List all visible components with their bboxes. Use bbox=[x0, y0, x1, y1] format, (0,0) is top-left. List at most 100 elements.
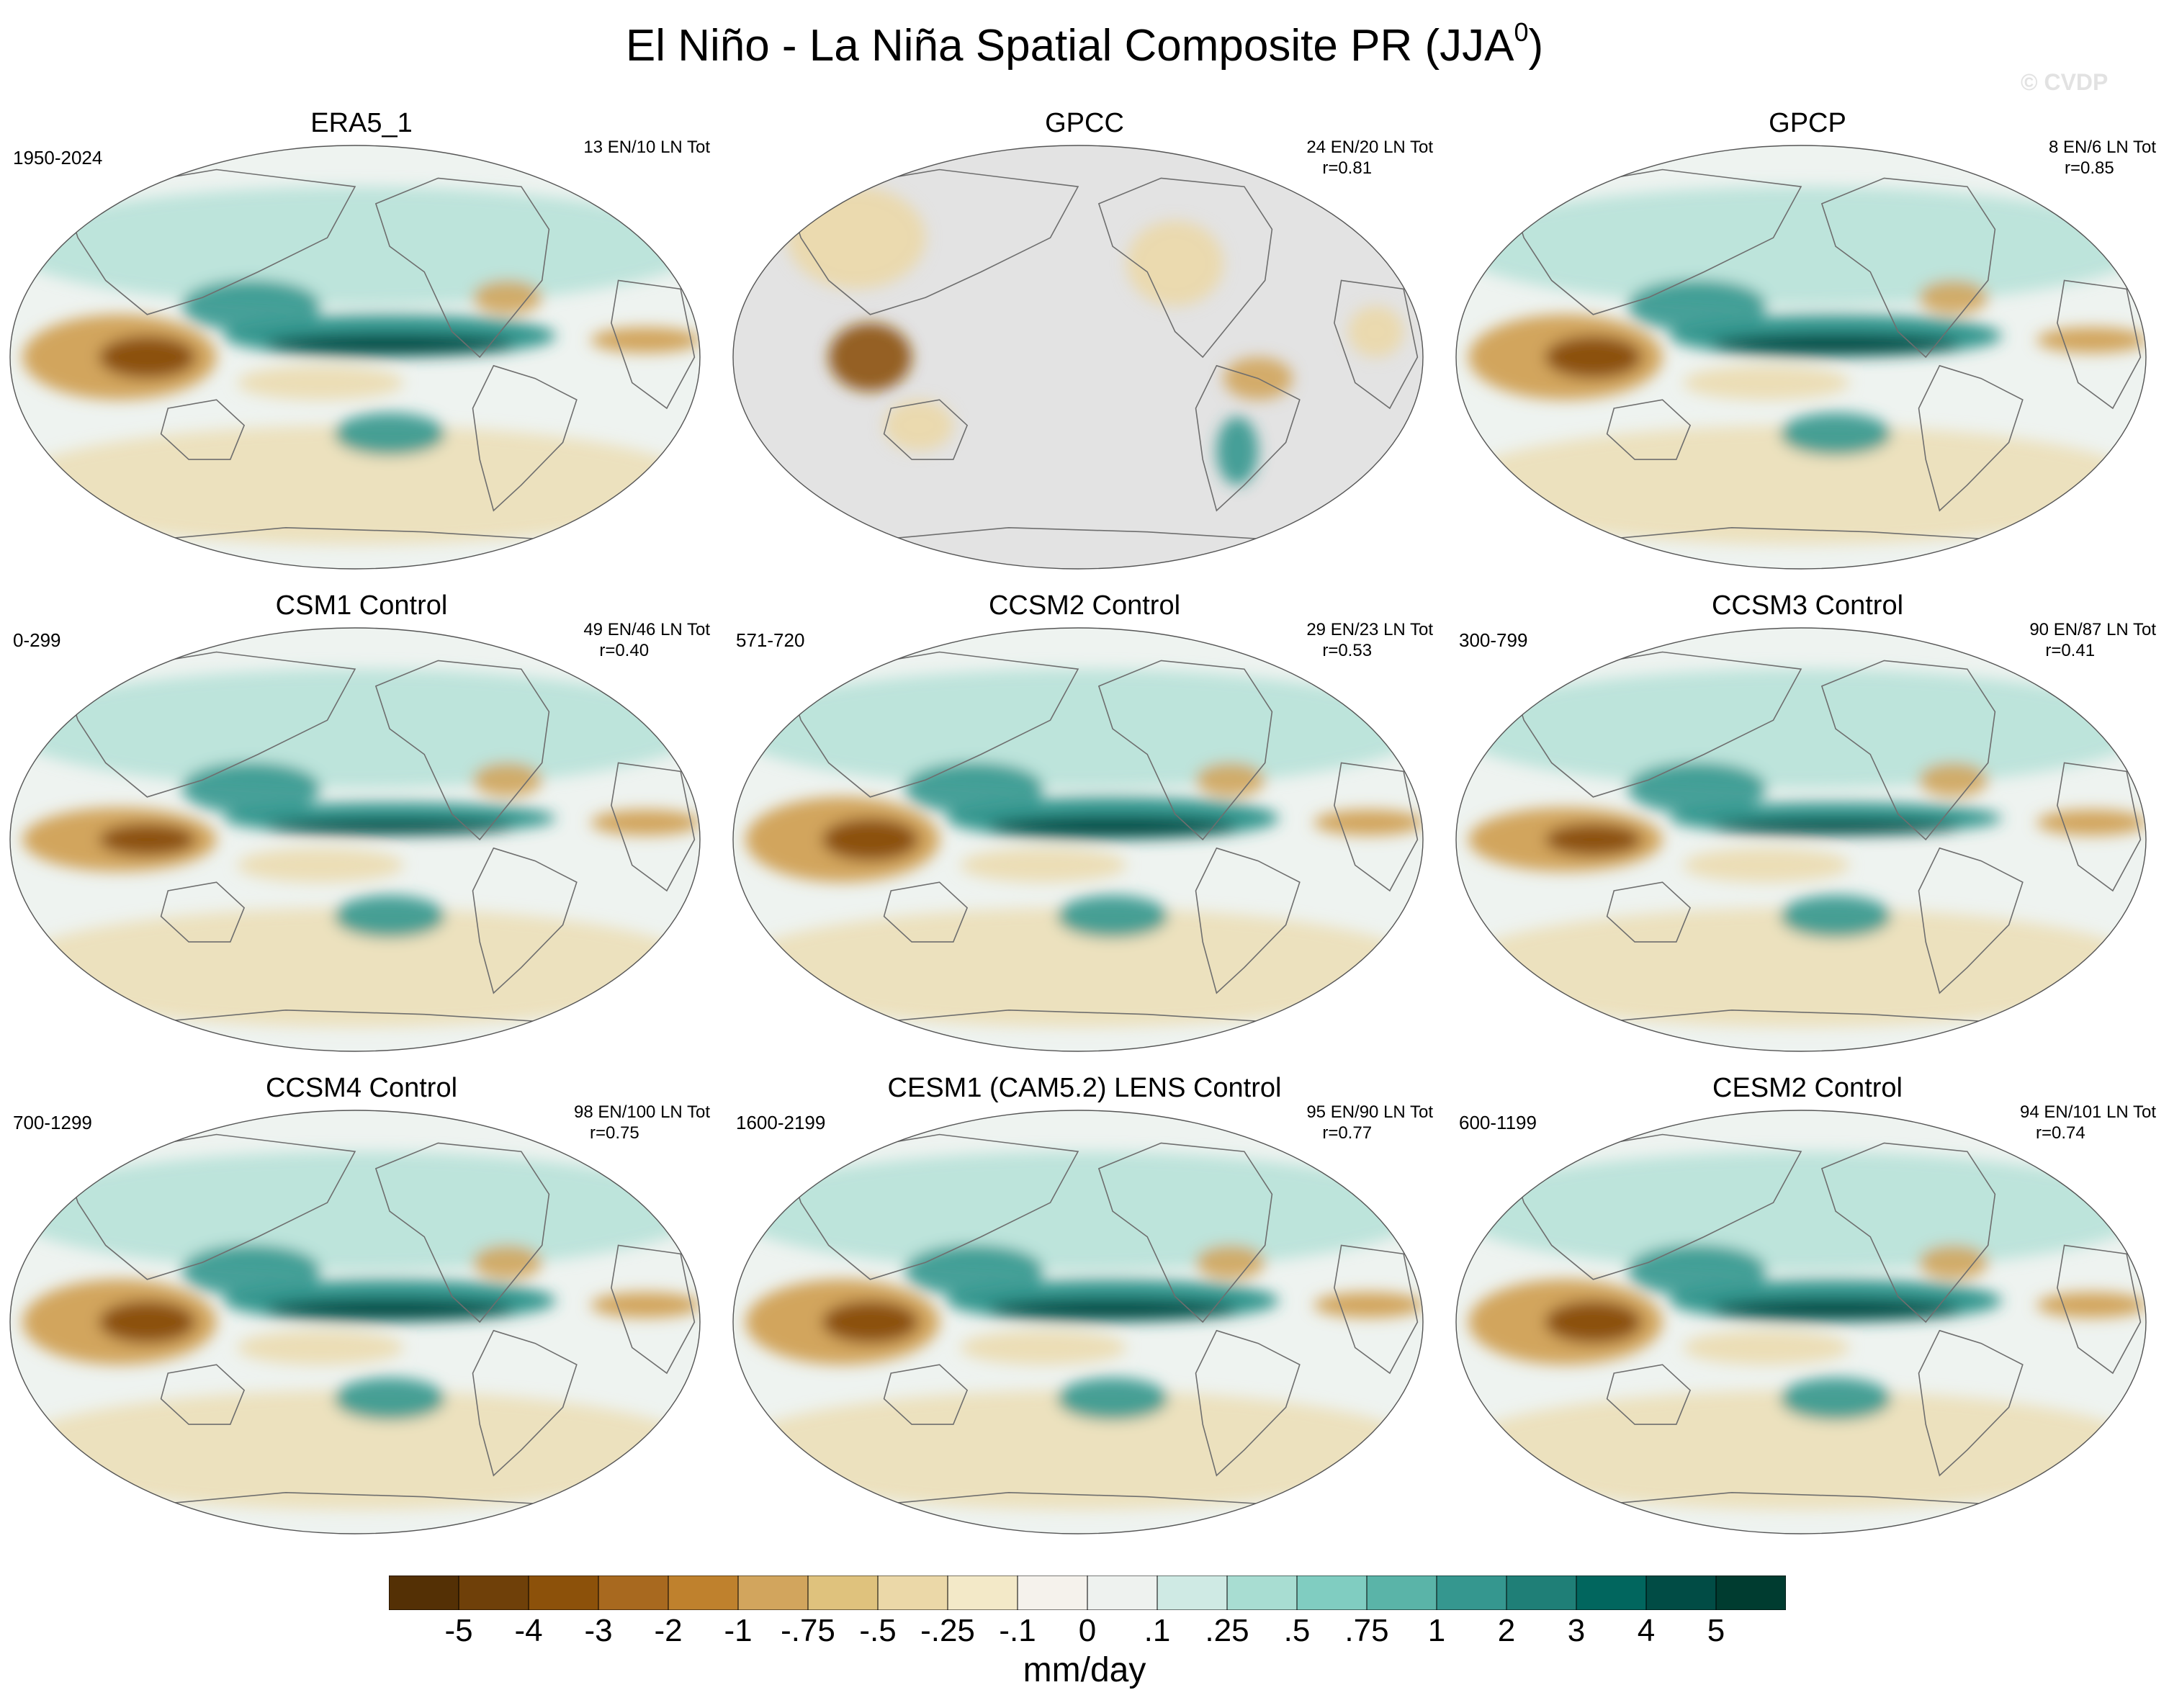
south-america-outline bbox=[1918, 1329, 2024, 1477]
equatorial-pacific-core bbox=[1710, 819, 1961, 835]
colorbar-swatch bbox=[458, 1576, 529, 1610]
equatorial-pacific-core bbox=[264, 819, 515, 835]
southern-ocean-dry bbox=[10, 1390, 700, 1510]
south-america-outline bbox=[1195, 847, 1301, 994]
north-pacific-wet bbox=[733, 1151, 1423, 1271]
equatorial-pacific-core bbox=[1710, 333, 1961, 356]
colorbar-swatch bbox=[1296, 1576, 1368, 1610]
event-counts: 94 EN/101 LN Tot bbox=[2019, 1102, 2156, 1122]
pattern-correlation: r=0.85 bbox=[2065, 158, 2114, 178]
western-pacific-wet bbox=[904, 1245, 1043, 1297]
south-pacific-wet bbox=[1057, 1377, 1169, 1421]
colorbar-tick-label: 5 bbox=[1707, 1613, 1725, 1648]
atlantic-itcz-dry bbox=[590, 809, 700, 836]
north-america-outline bbox=[1820, 1142, 1996, 1323]
asia-outline bbox=[63, 1133, 356, 1280]
antarctica-outline bbox=[870, 1009, 1286, 1024]
north-pacific-wet bbox=[1456, 669, 2146, 788]
north-pacific-wet bbox=[1456, 186, 2146, 306]
figure-title-text: El Niño - La Niña Spatial Composite PR (… bbox=[625, 21, 1514, 71]
asia-outline bbox=[63, 168, 356, 315]
precip-anomaly-field bbox=[733, 669, 1423, 1028]
africa-outline bbox=[2057, 1244, 2142, 1375]
colorbar-swatch bbox=[1017, 1576, 1088, 1610]
north-america-outline bbox=[1097, 177, 1273, 359]
colorbar-tick-label: 2 bbox=[1497, 1613, 1516, 1648]
precip-anomaly-field bbox=[10, 1151, 700, 1510]
western-pacific-wet bbox=[1627, 1245, 1766, 1297]
robinson-map bbox=[9, 1110, 701, 1534]
central-america-dry bbox=[1195, 763, 1265, 797]
africa-outline bbox=[1334, 279, 1419, 410]
pattern-correlation: r=0.41 bbox=[2045, 641, 2096, 660]
event-counts: 13 EN/10 LN Tot bbox=[583, 138, 710, 157]
panel-title: ERA5_1 bbox=[310, 108, 413, 138]
colorbar-tick-label: -.1 bbox=[999, 1613, 1036, 1648]
robinson-map bbox=[1455, 627, 2147, 1052]
spcz-dry bbox=[237, 848, 404, 883]
australia-outline bbox=[1606, 881, 1692, 943]
panel-period: 0-299 bbox=[13, 629, 61, 651]
maritime-continent-dry bbox=[1545, 823, 1642, 856]
colorbar-tick-label: -5 bbox=[444, 1613, 473, 1648]
southern-ocean-dry bbox=[10, 907, 700, 1028]
spcz-dry bbox=[960, 848, 1127, 883]
central-america-dry bbox=[1918, 1245, 1988, 1280]
map-border bbox=[9, 1110, 701, 1534]
colorbar-swatch bbox=[1506, 1576, 1577, 1610]
colorbar-swatch bbox=[668, 1576, 739, 1610]
panel-title: CCSM3 Control bbox=[1711, 590, 1904, 621]
colorbar-swatch bbox=[877, 1576, 948, 1610]
australia-outline bbox=[160, 399, 246, 460]
southern-ocean-dry bbox=[733, 1390, 1423, 1510]
map-panel: CCSM4 Control 700-1299 98 EN/100 LN Tot r=0… bbox=[0, 1071, 723, 1547]
figure-title-superscript: 0 bbox=[1514, 17, 1529, 47]
robinson-map bbox=[9, 145, 701, 570]
precip-anomaly-field bbox=[1456, 1151, 2146, 1510]
colorbar-tick-label: -1 bbox=[724, 1613, 753, 1648]
colorbar-swatch bbox=[807, 1576, 879, 1610]
australia-outline bbox=[1606, 399, 1692, 460]
western-pacific-wet bbox=[181, 1245, 320, 1297]
antarctica-outline bbox=[147, 1491, 563, 1506]
antarctica-outline bbox=[1593, 526, 2009, 541]
event-counts: 95 EN/90 LN Tot bbox=[1306, 1102, 1433, 1122]
colorbar-tick-label: 4 bbox=[1637, 1613, 1656, 1648]
colorbar-tick-label: .25 bbox=[1205, 1613, 1249, 1648]
colorbar-tick-label: 1 bbox=[1427, 1613, 1446, 1648]
figure-title: El Niño - La Niña Spatial Composite PR (… bbox=[0, 17, 2169, 71]
cvdp-watermark: © CVDP bbox=[2021, 69, 2109, 95]
africa-outline bbox=[1334, 1244, 1419, 1375]
south-pacific-wet bbox=[1780, 1377, 1892, 1421]
robinson-map bbox=[732, 627, 1424, 1052]
panel-period: 700-1299 bbox=[13, 1112, 92, 1133]
event-counts: 8 EN/6 LN Tot bbox=[2049, 138, 2156, 157]
maritime-continent-dry bbox=[99, 336, 196, 379]
colorbar-tick-label: 0 bbox=[1078, 1613, 1097, 1648]
atlantic-itcz-dry bbox=[590, 1292, 700, 1318]
australia-outline bbox=[1606, 1364, 1692, 1425]
panel-title: GPCC bbox=[1045, 108, 1124, 138]
map-panel: CSM1 Control 0-299 49 EN/46 LN Tot r=0.40 bbox=[0, 589, 723, 1064]
australia-anomaly bbox=[884, 400, 953, 451]
south-america-outline bbox=[472, 364, 578, 512]
south-america-outline bbox=[1195, 364, 1301, 512]
colorbar-tick-label: 3 bbox=[1567, 1613, 1586, 1648]
colorbar-tick-label: .5 bbox=[1283, 1613, 1311, 1648]
asia-anomaly bbox=[786, 186, 926, 289]
colorbar-tick-label: .75 bbox=[1344, 1613, 1389, 1648]
colorbar-swatch bbox=[1576, 1576, 1647, 1610]
panel-counts: 13 EN/10 LN Tot bbox=[583, 137, 710, 158]
maritime-continent-dry bbox=[822, 1300, 919, 1344]
spcz-dry bbox=[237, 365, 404, 400]
southern-ocean-dry bbox=[10, 425, 700, 545]
spcz-dry bbox=[1683, 365, 1850, 400]
panel-counts: 94 EN/101 LN Tot r=0.74 bbox=[2020, 1102, 2156, 1143]
map-panel: CESM1 (CAM5.2) LENS Control 1600-2199 95 E… bbox=[723, 1071, 1446, 1547]
australia-outline bbox=[883, 881, 969, 943]
south-america-outline bbox=[1918, 364, 2024, 512]
event-counts: 90 EN/87 LN Tot bbox=[2029, 620, 2156, 639]
event-counts: 24 EN/20 LN Tot bbox=[1306, 138, 1433, 157]
central-america-dry bbox=[472, 763, 542, 797]
australia-outline bbox=[160, 1364, 246, 1425]
